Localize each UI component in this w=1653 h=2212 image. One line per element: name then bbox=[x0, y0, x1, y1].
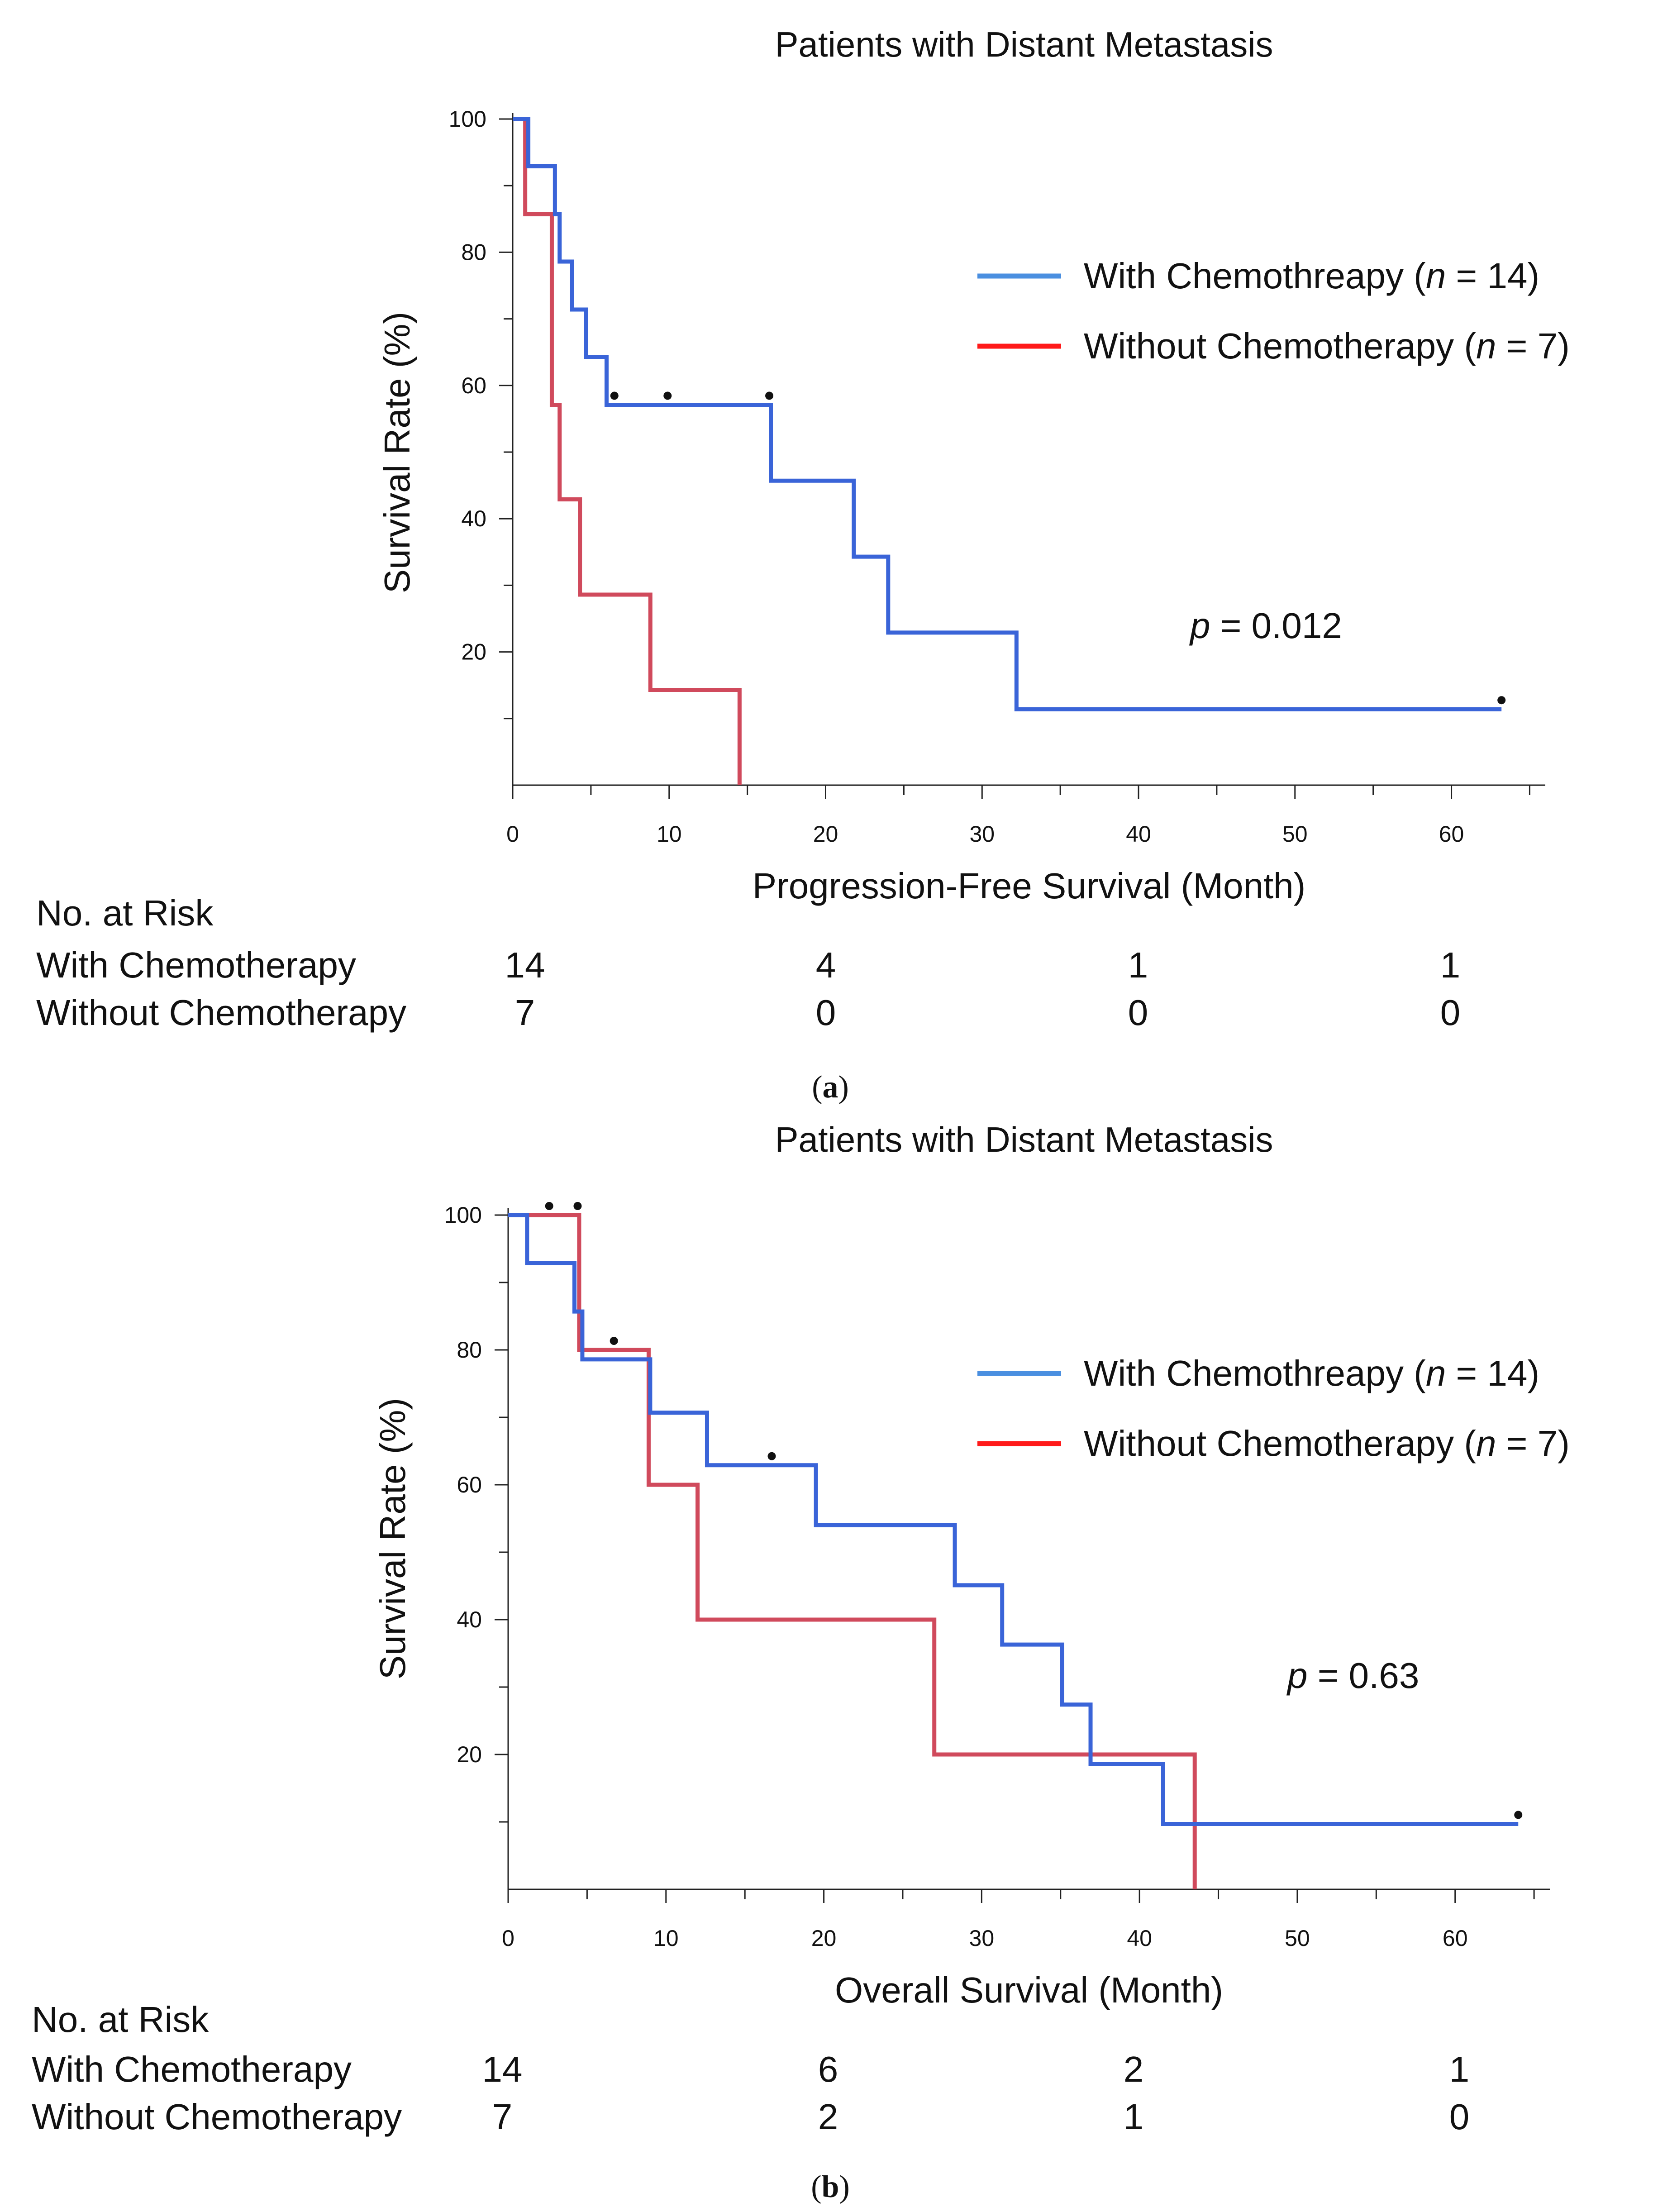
x-axis-label: Overall Survival (Month) bbox=[835, 1970, 1223, 2010]
y-tick-label: 60 bbox=[457, 1472, 482, 1497]
risk-row-label: Without Chemotherapy bbox=[32, 2097, 402, 2137]
risk-table: No. at Risk With Chemotherapy 14 4 1 1 Without… bbox=[36, 893, 1460, 1033]
risk-row-label: Without Chemotherapy bbox=[36, 992, 406, 1033]
risk-count: 1 bbox=[1128, 945, 1148, 985]
x-tick-label: 30 bbox=[969, 821, 995, 847]
x-tick-label: 20 bbox=[811, 1926, 837, 1951]
risk-count: 1 bbox=[1449, 2049, 1470, 2089]
x-tick-label: 10 bbox=[657, 821, 682, 847]
risk-count: 2 bbox=[1124, 2049, 1144, 2089]
risk-count: 14 bbox=[505, 945, 545, 985]
censor-mark-with-chemo bbox=[767, 1452, 776, 1460]
censor-mark-with-chemo bbox=[1497, 696, 1506, 705]
legend: With Chemothreapy (n = 14) Without Chemot… bbox=[977, 256, 1570, 366]
x-tick-label: 30 bbox=[969, 1926, 995, 1951]
chart-title: Patients with Distant Metastasis bbox=[775, 24, 1273, 64]
risk-row-label: With Chemotherapy bbox=[36, 945, 356, 985]
series-line-with-chemo bbox=[508, 1213, 1519, 1826]
y-tick-label: 100 bbox=[449, 106, 486, 132]
x-tick-label: 60 bbox=[1443, 1926, 1468, 1951]
x-tick-label: 20 bbox=[813, 821, 838, 847]
risk-count: 2 bbox=[818, 2097, 838, 2137]
risk-count: 1 bbox=[1440, 945, 1461, 985]
x-tick-label: 0 bbox=[502, 1926, 514, 1951]
risk-table-header: No. at Risk bbox=[36, 893, 214, 933]
risk-count: 6 bbox=[818, 2049, 838, 2089]
censor-mark-with-chemo bbox=[663, 391, 672, 400]
panel-label: (a) bbox=[812, 1070, 849, 1105]
legend-label-with-chemo: With Chemothreapy (n = 14) bbox=[1084, 256, 1539, 296]
x-tick-label: 0 bbox=[506, 821, 519, 847]
p-value-annotation: p = 0.012 bbox=[1189, 605, 1342, 646]
legend-label-without-chemo: Without Chemotherapy (n = 7) bbox=[1084, 326, 1570, 366]
panel-label: (b) bbox=[811, 2169, 850, 2204]
risk-count: 0 bbox=[1440, 992, 1461, 1033]
censor-mark-without-chemo bbox=[610, 1337, 618, 1345]
risk-row-label: With Chemotherapy bbox=[32, 2049, 352, 2089]
risk-count: 0 bbox=[1449, 2097, 1470, 2137]
y-tick-label: 80 bbox=[461, 239, 486, 265]
censor-mark-with-chemo bbox=[610, 391, 619, 400]
y-tick-label: 80 bbox=[457, 1337, 482, 1363]
risk-count: 4 bbox=[816, 945, 836, 985]
x-tick-label: 10 bbox=[653, 1926, 679, 1951]
x-tick-label: 60 bbox=[1439, 821, 1464, 847]
legend-label-with-chemo: With Chemothreapy (n = 14) bbox=[1084, 1353, 1539, 1393]
y-tick-label: 20 bbox=[457, 1742, 482, 1767]
censor-mark-with-chemo bbox=[545, 1202, 553, 1210]
censor-mark-with-chemo bbox=[573, 1202, 582, 1210]
x-tick-label: 40 bbox=[1127, 1926, 1152, 1951]
series-line-without-chemo bbox=[513, 117, 742, 785]
risk-count: 7 bbox=[492, 2097, 513, 2137]
censor-mark-with-chemo bbox=[1514, 1811, 1523, 1819]
y-tick-label: 100 bbox=[444, 1202, 482, 1228]
series-line-with-chemo bbox=[513, 117, 1502, 711]
y-axis-label: Survival Rate (%) bbox=[372, 1398, 413, 1679]
legend-label-without-chemo: Without Chemotherapy (n = 7) bbox=[1084, 1423, 1570, 1464]
risk-table: No. at Risk With Chemotherapy 14 6 2 1 Without… bbox=[32, 1999, 1469, 2137]
p-value-annotation: p = 0.63 bbox=[1286, 1655, 1419, 1696]
y-tick-label: 60 bbox=[461, 373, 486, 398]
x-tick-label: 50 bbox=[1285, 1926, 1310, 1951]
y-tick-label: 40 bbox=[461, 506, 486, 531]
risk-count: 1 bbox=[1124, 2097, 1144, 2137]
y-tick-label: 40 bbox=[457, 1607, 482, 1632]
risk-count: 0 bbox=[816, 992, 836, 1033]
risk-count: 14 bbox=[482, 2049, 523, 2089]
chart-title: Patients with Distant Metastasis bbox=[775, 1120, 1273, 1159]
risk-table-header: No. at Risk bbox=[32, 1999, 209, 2040]
y-axis-label: Survival Rate (%) bbox=[377, 312, 417, 593]
x-tick-label: 40 bbox=[1126, 821, 1151, 847]
x-axis-label: Progression-Free Survival (Month) bbox=[753, 866, 1306, 906]
censor-mark-with-chemo bbox=[765, 391, 774, 400]
series-line-without-chemo bbox=[508, 1213, 1197, 1889]
risk-count: 7 bbox=[515, 992, 535, 1033]
x-tick-label: 50 bbox=[1282, 821, 1308, 847]
risk-count: 0 bbox=[1128, 992, 1148, 1033]
legend: With Chemothreapy (n = 14) Without Chemot… bbox=[977, 1353, 1570, 1464]
y-tick-label: 20 bbox=[461, 639, 486, 665]
